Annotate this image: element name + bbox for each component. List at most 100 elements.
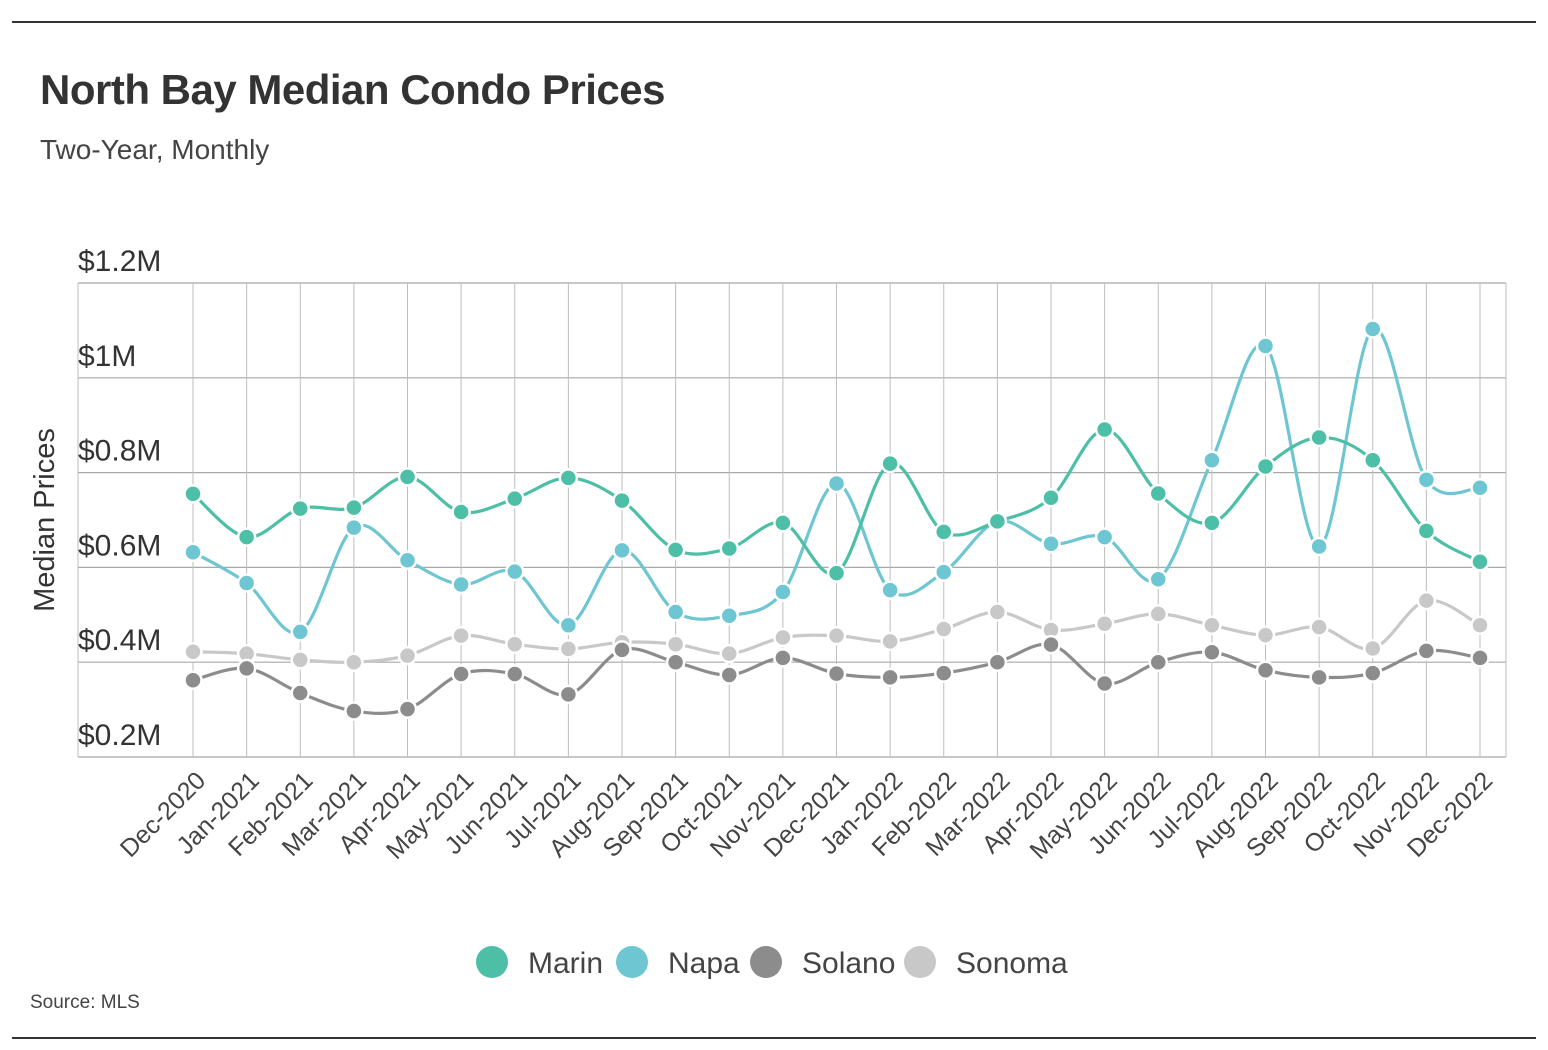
data-point-napa[interactable] [1148,569,1168,589]
data-point-napa[interactable] [773,582,793,602]
data-point-sonoma[interactable] [1255,625,1276,645]
data-point-napa[interactable] [183,542,203,562]
data-point-marin[interactable] [719,538,739,559]
data-point-napa[interactable] [826,473,847,494]
data-point-solano[interactable] [1363,663,1383,683]
data-point-solano[interactable] [1148,652,1168,672]
legend-label-marin: Marin [528,947,603,980]
data-point-sonoma[interactable] [397,645,418,666]
data-point-sonoma[interactable] [505,634,525,654]
data-point-sonoma[interactable] [826,625,847,646]
data-point-solano[interactable] [290,683,310,703]
data-point-marin[interactable] [1363,450,1383,471]
data-point-marin[interactable] [1255,456,1276,477]
data-point-marin[interactable] [236,527,257,547]
data-point-sonoma[interactable] [665,634,686,654]
data-point-solano[interactable] [183,670,203,690]
data-point-marin[interactable] [665,540,686,560]
data-point-marin[interactable] [451,502,471,522]
data-point-sonoma[interactable] [1148,604,1168,624]
y-axis-ticks: $1.2M $1M $0.8M $0.6M $0.4M $0.2M [78,245,161,752]
data-point-solano[interactable] [773,648,793,668]
data-point-marin[interactable] [1309,427,1329,448]
data-point-solano[interactable] [665,652,686,672]
data-point-solano[interactable] [934,663,954,683]
data-point-marin[interactable] [1202,513,1222,533]
data-point-solano[interactable] [558,684,579,705]
data-point-solano[interactable] [1041,634,1061,655]
data-point-marin[interactable] [1416,521,1437,541]
data-point-solano[interactable] [826,663,847,684]
data-point-solano[interactable] [612,640,632,660]
data-point-sonoma[interactable] [183,642,203,662]
data-point-sonoma[interactable] [1470,615,1490,635]
data-point-napa[interactable] [451,574,471,595]
data-point-napa[interactable] [344,517,364,538]
data-point-napa[interactable] [1363,319,1383,339]
data-point-napa[interactable] [934,562,954,582]
data-point-marin[interactable] [826,563,847,583]
data-point-marin[interactable] [397,467,418,487]
data-point-sonoma[interactable] [558,639,579,659]
data-point-sonoma[interactable] [880,631,900,652]
data-point-napa[interactable] [719,605,739,626]
data-point-marin[interactable] [987,511,1008,532]
data-point-solano[interactable] [719,665,739,685]
data-point-napa[interactable] [1094,527,1115,547]
data-point-sonoma[interactable] [987,602,1008,622]
data-point-solano[interactable] [1416,641,1437,661]
data-point-solano[interactable] [1470,648,1490,668]
data-point-sonoma[interactable] [719,643,739,664]
data-point-sonoma[interactable] [1094,614,1115,634]
data-point-marin[interactable] [290,498,310,519]
top-rule [12,21,1536,23]
data-point-solano[interactable] [1309,667,1329,688]
data-point-marin[interactable] [934,522,954,542]
data-point-solano[interactable] [1255,660,1276,681]
data-point-marin[interactable] [558,468,579,488]
data-point-sonoma[interactable] [344,652,364,672]
data-point-solano[interactable] [1094,673,1115,694]
data-point-marin[interactable] [1041,487,1061,508]
data-point-marin[interactable] [1148,483,1168,504]
data-point-napa[interactable] [612,540,632,561]
data-point-marin[interactable] [880,453,900,474]
data-point-napa[interactable] [1041,533,1061,554]
data-point-napa[interactable] [558,615,579,635]
data-point-napa[interactable] [397,550,418,571]
data-point-napa[interactable] [1255,336,1276,356]
data-point-sonoma[interactable] [451,625,471,646]
data-point-sonoma[interactable] [1202,615,1222,635]
data-point-sonoma[interactable] [934,619,954,639]
data-point-marin[interactable] [612,490,632,511]
data-point-marin[interactable] [183,484,203,504]
data-point-napa[interactable] [505,561,525,582]
data-point-marin[interactable] [773,513,793,533]
data-point-marin[interactable] [1470,551,1490,572]
data-point-sonoma[interactable] [773,627,793,648]
data-point-solano[interactable] [1202,642,1222,662]
data-point-marin[interactable] [344,497,364,518]
data-point-solano[interactable] [236,658,257,679]
data-point-solano[interactable] [880,667,900,688]
data-point-napa[interactable] [1309,536,1329,557]
data-point-napa[interactable] [290,622,310,642]
data-point-solano[interactable] [987,652,1008,672]
data-point-napa[interactable] [1470,478,1490,498]
data-point-solano[interactable] [505,664,525,684]
data-point-solano[interactable] [344,701,364,721]
data-point-sonoma[interactable] [1363,638,1383,659]
data-point-marin[interactable] [505,488,525,509]
data-point-solano[interactable] [451,664,471,684]
data-point-napa[interactable] [1202,450,1222,471]
data-point-sonoma[interactable] [1309,617,1329,637]
data-point-napa[interactable] [665,602,686,622]
data-point-napa[interactable] [1416,469,1437,490]
data-point-solano[interactable] [397,699,418,719]
data-point-napa[interactable] [880,580,900,600]
y-tick-label: $0.2M [78,719,161,752]
data-point-marin[interactable] [1094,419,1115,440]
data-point-napa[interactable] [236,573,257,593]
data-point-sonoma[interactable] [290,650,310,670]
data-point-sonoma[interactable] [1416,590,1437,611]
